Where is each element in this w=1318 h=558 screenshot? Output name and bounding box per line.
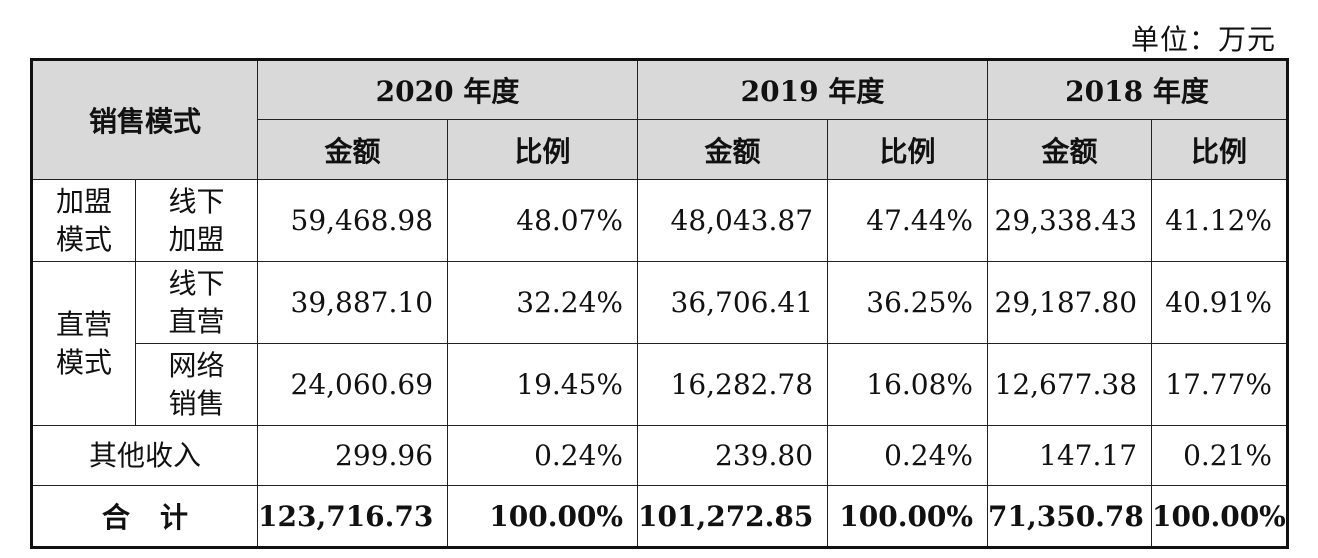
value-cell: 147.17: [987, 425, 1153, 486]
total-cell: 100.00%: [447, 485, 639, 548]
value-cell: 59,468.98: [257, 179, 449, 262]
other-label: 其他收入: [30, 425, 259, 486]
value-cell: 0.21%: [1151, 425, 1289, 486]
table-row: 直营 模式 线下 直营 39,887.10 32.24% 36,706.41 3…: [31, 261, 1289, 426]
amount-header: 金额: [637, 119, 829, 180]
year-2020-header: 2020 年度: [257, 59, 639, 120]
sub-cell: 线下 加盟: [134, 179, 259, 262]
ratio-header: 比例: [827, 119, 989, 180]
ratio-header: 比例: [447, 119, 639, 180]
value-cell: 24,060.69: [257, 343, 449, 426]
unit-label: 单位：万元: [1130, 23, 1276, 56]
value-cell: 36.25%: [827, 261, 989, 344]
total-cell: 100.00%: [827, 485, 989, 548]
value-cell: 239.80: [637, 425, 829, 486]
value-cell: 16,282.78: [637, 343, 829, 426]
value-cell: 32.24%: [447, 261, 639, 344]
mode-header: 销售模式: [30, 59, 259, 180]
value-cell: 16.08%: [827, 343, 989, 426]
value-cell: 0.24%: [827, 425, 989, 486]
value-cell: 48.07%: [447, 179, 639, 262]
table-row: 加盟 模式 线下 加盟 59,468.98 48.07% 48,043.87 4…: [31, 179, 1289, 262]
value-cell: 41.12%: [1151, 179, 1289, 262]
year-2018-header: 2018 年度: [987, 59, 1289, 120]
value-cell: 36,706.41: [637, 261, 829, 344]
group-cell-franchise: 加盟 模式: [31, 179, 136, 262]
value-cell: 39,887.10: [257, 261, 449, 344]
table-row-other: 其他收入 299.96 0.24% 239.80 0.24% 147.17 0.…: [30, 425, 1289, 486]
ratio-header: 比例: [1151, 119, 1289, 180]
header-row-years: 销售模式 2020 年度 2019 年度 2018 年度: [30, 59, 1289, 180]
value-cell: 19.45%: [447, 343, 639, 426]
table-row-total: 合计 123,716.73 100.00% 101,272.85 100.00%…: [30, 485, 1289, 548]
total-cell: 71,350.78: [987, 485, 1153, 548]
total-label: 合计: [30, 485, 259, 548]
value-cell: 47.44%: [827, 179, 989, 262]
sub-cell: 网络 销售: [134, 343, 259, 426]
value-cell: 29,338.43: [987, 179, 1153, 262]
value-cell: 299.96: [257, 425, 449, 486]
value-cell: 17.77%: [1151, 343, 1289, 426]
header-row-metrics: 金额 比例 金额 比例 金额 比例: [32, 119, 1289, 180]
group-cell-direct: 直营 模式: [31, 261, 136, 426]
total-cell: 123,716.73: [257, 485, 449, 548]
value-cell: 0.24%: [447, 425, 639, 486]
total-cell: 101,272.85: [637, 485, 829, 548]
total-cell: 100.00%: [1151, 485, 1289, 548]
value-cell: 48,043.87: [637, 179, 829, 262]
table-row: 网络 销售 24,060.69 19.45% 16,282.78 16.08% …: [32, 343, 1289, 426]
sub-cell: 线下 直营: [134, 261, 259, 344]
value-cell: 40.91%: [1151, 261, 1289, 344]
amount-header: 金额: [257, 119, 449, 180]
value-cell: 29,187.80: [987, 261, 1153, 344]
amount-header: 金额: [987, 119, 1153, 180]
sales-mode-table: 销售模式 2020 年度 2019 年度 2018 年度 金额 比例 金额 比例…: [30, 58, 1290, 549]
year-2019-header: 2019 年度: [637, 59, 989, 120]
value-cell: 12,677.38: [987, 343, 1153, 426]
